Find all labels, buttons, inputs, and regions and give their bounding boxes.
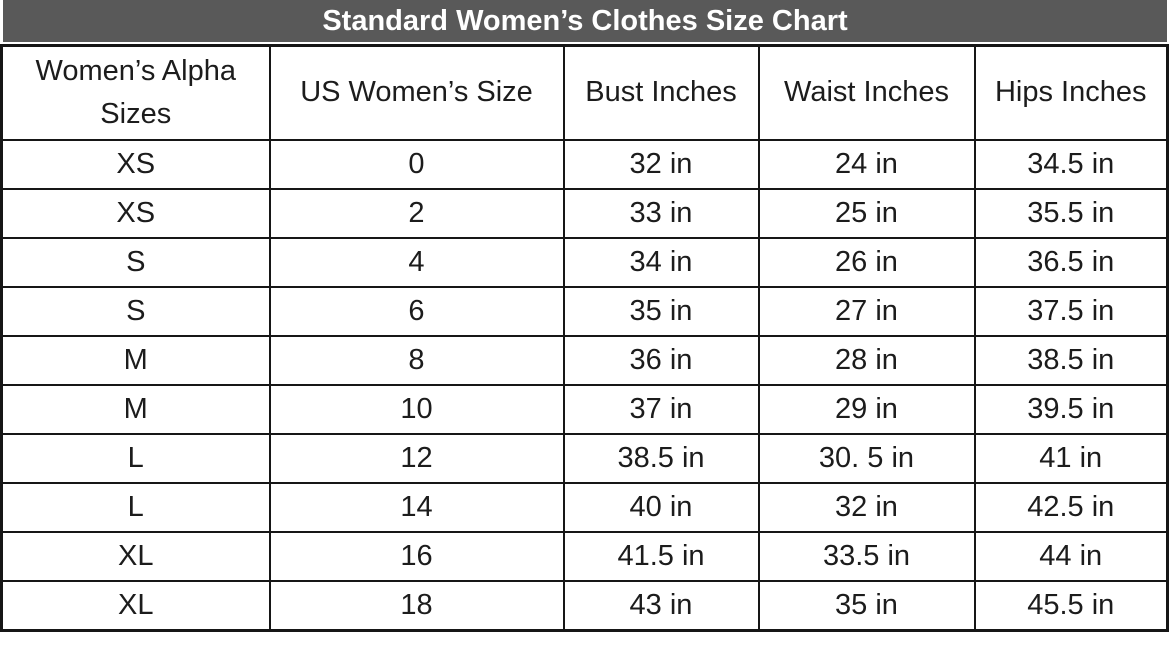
table-row: L 12 38.5 in 30. 5 in 41 in — [0, 433, 1169, 484]
table-cell: 37.5 in — [973, 286, 1169, 337]
page-title: Standard Women’s Clothes Size Chart — [322, 5, 848, 37]
table-cell: 30. 5 in — [757, 433, 976, 484]
table-row: S 4 34 in 26 in 36.5 in — [0, 237, 1169, 288]
table-cell: 45.5 in — [973, 580, 1169, 632]
table-cell: 27 in — [757, 286, 976, 337]
table-cell: 14 — [268, 482, 565, 533]
table-cell: 38.5 in — [562, 433, 760, 484]
table-cell: XS — [0, 139, 271, 190]
table-cell: 41 in — [973, 433, 1169, 484]
table-cell: 2 — [268, 188, 565, 239]
table-cell: S — [0, 286, 271, 337]
table-cell: S — [0, 237, 271, 288]
table-row: XL 18 43 in 35 in 45.5 in — [0, 580, 1169, 632]
table-cell: 34.5 in — [973, 139, 1169, 190]
table-cell: 18 — [268, 580, 565, 632]
table-cell: 16 — [268, 531, 565, 582]
table-cell: 8 — [268, 335, 565, 386]
size-chart-table: Women’s Alpha Sizes US Women’s Size Bust I… — [0, 44, 1169, 632]
table-cell: 6 — [268, 286, 565, 337]
header-row: Women’s Alpha Sizes US Women’s Size Bust I… — [0, 44, 1169, 141]
table-cell: 25 in — [757, 188, 976, 239]
table-cell: 39.5 in — [973, 384, 1169, 435]
column-header-5: Hips Inches — [973, 44, 1169, 141]
table-cell: XS — [0, 188, 271, 239]
table-cell: XL — [0, 531, 271, 582]
table-row: S 6 35 in 27 in 37.5 in — [0, 286, 1169, 337]
column-header-2: US Women’s Size — [268, 44, 565, 141]
table-row: XL 16 41.5 in 33.5 in 44 in — [0, 531, 1169, 582]
table-cell: 44 in — [973, 531, 1169, 582]
table-cell: 4 — [268, 237, 565, 288]
table-row: XS 0 32 in 24 in 34.5 in — [0, 139, 1169, 190]
table-cell: 12 — [268, 433, 565, 484]
table-cell: 26 in — [757, 237, 976, 288]
table-cell: 24 in — [757, 139, 976, 190]
table-cell: 32 in — [562, 139, 760, 190]
table-cell: 28 in — [757, 335, 976, 386]
table-cell: 43 in — [562, 580, 760, 632]
table-cell: 33.5 in — [757, 531, 976, 582]
table-cell: 42.5 in — [973, 482, 1169, 533]
table-row: M 10 37 in 29 in 39.5 in — [0, 384, 1169, 435]
table-cell: 35 in — [757, 580, 976, 632]
column-header-3: Bust Inches — [562, 44, 760, 141]
table-row: M 8 36 in 28 in 38.5 in — [0, 335, 1169, 386]
table-cell: 38.5 in — [973, 335, 1169, 386]
column-header-4: Waist Inches — [757, 44, 976, 141]
table-cell: 36.5 in — [973, 237, 1169, 288]
table-row: L 14 40 in 32 in 42.5 in — [0, 482, 1169, 533]
chart-title-bar: Standard Women’s Clothes Size Chart — [3, 0, 1167, 42]
table-cell: 37 in — [562, 384, 760, 435]
table-row: XS 2 33 in 25 in 35.5 in — [0, 188, 1169, 239]
table-cell: 10 — [268, 384, 565, 435]
table-cell: 34 in — [562, 237, 760, 288]
table-cell: XL — [0, 580, 271, 632]
table-cell: L — [0, 482, 271, 533]
table-cell: 41.5 in — [562, 531, 760, 582]
table-cell: 0 — [268, 139, 565, 190]
table-body: XS 0 32 in 24 in 34.5 in XS 2 33 in 25 in 35.5 in… — [0, 139, 1169, 632]
table-cell: 35.5 in — [973, 188, 1169, 239]
table-cell: 29 in — [757, 384, 976, 435]
table-cell: 40 in — [562, 482, 760, 533]
table-cell: 35 in — [562, 286, 760, 337]
column-header-1: Women’s Alpha Sizes — [0, 44, 271, 141]
table-cell: L — [0, 433, 271, 484]
table-cell: M — [0, 335, 271, 386]
table-cell: 33 in — [562, 188, 760, 239]
table-cell: 32 in — [757, 482, 976, 533]
table-cell: 36 in — [562, 335, 760, 386]
table-cell: M — [0, 384, 271, 435]
